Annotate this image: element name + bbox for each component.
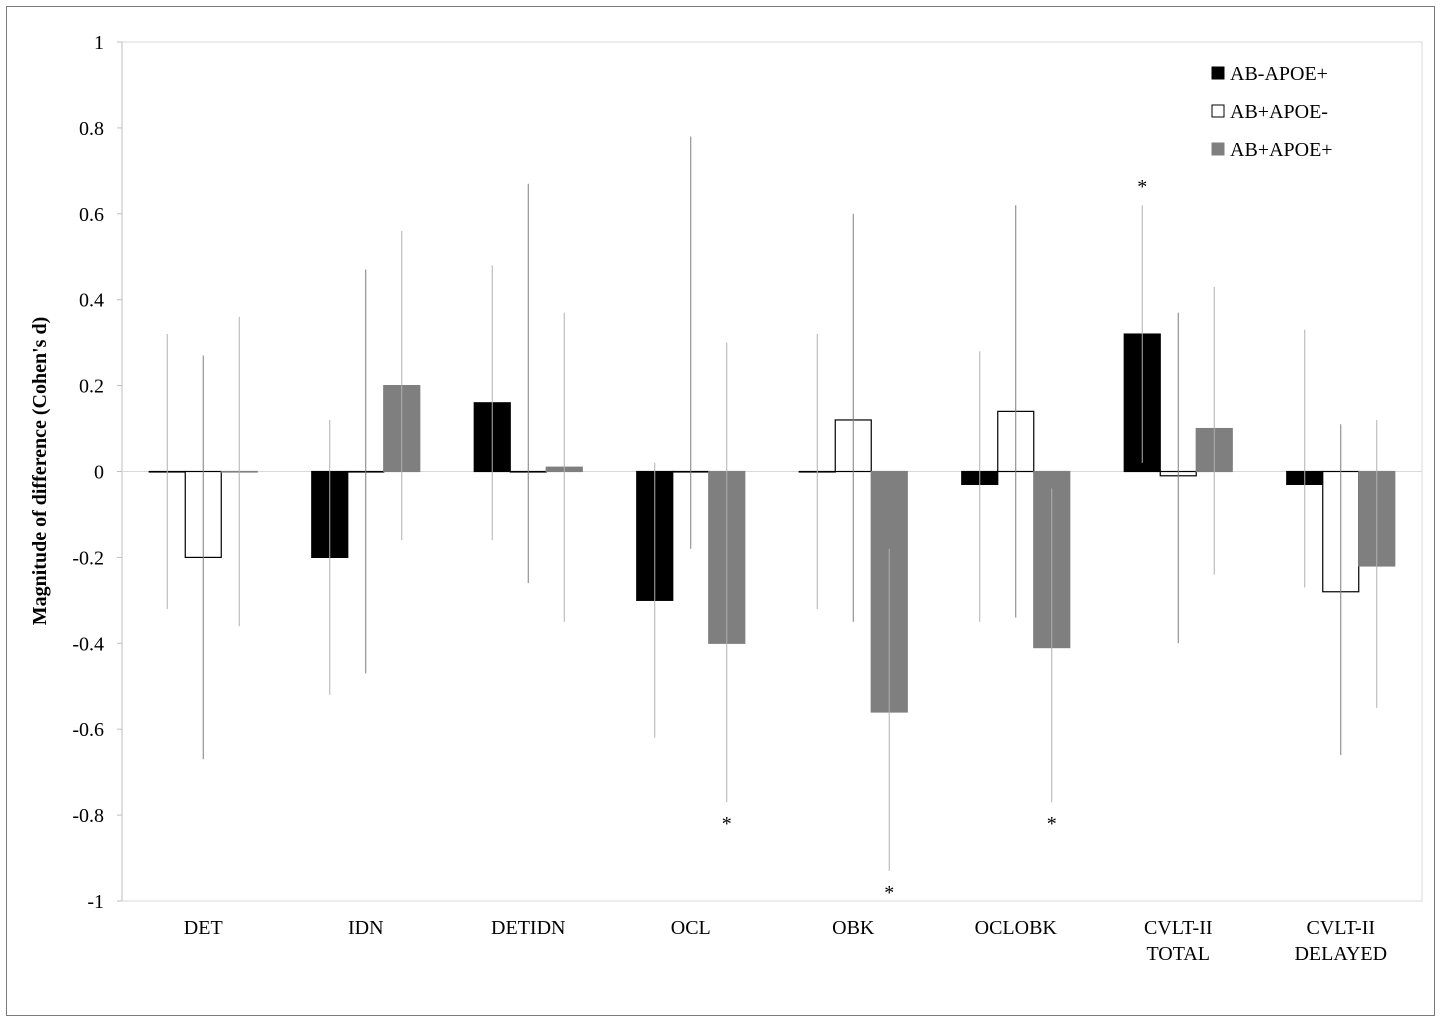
y-tick-label: 1 (94, 32, 104, 54)
y-tick-label: -0.4 (72, 633, 104, 655)
x-tick-label: OCLOBK (975, 917, 1058, 939)
bars-group (148, 333, 1396, 713)
significance-star: * (1137, 176, 1147, 198)
legend-swatch (1211, 66, 1225, 80)
significance-star: * (884, 882, 894, 904)
x-tick-label: IDN (348, 917, 384, 939)
significance-markers: * * * * (722, 176, 1148, 904)
y-tick-label: 0.4 (79, 290, 104, 312)
x-tick-label: DELAYED (1294, 943, 1387, 965)
y-axis-ticks: 1 0.8 0.6 0.4 0.2 0 -0.2 -0.4 -0.6 -0.8 -1 (72, 32, 122, 913)
error-bars-group (166, 136, 1378, 871)
x-axis-labels: DET IDN DETIDN OCL OBK OCLOBK CVLT-IITOTALCVLT… (184, 917, 1387, 965)
legend: AB-APOE+ AB+APOE- AB+APOE+ (1211, 63, 1333, 161)
legend-swatch (1211, 104, 1225, 118)
y-tick-label: 0.6 (79, 204, 104, 226)
y-tick-label: -1 (87, 891, 104, 913)
x-tick-label: OBK (832, 917, 875, 939)
significance-star: * (722, 813, 732, 835)
x-tick-label: DET (184, 917, 223, 939)
x-tick-label: OCL (671, 917, 711, 939)
y-tick-label: -0.8 (72, 805, 104, 827)
significance-star: * (1047, 813, 1057, 835)
y-tick-label: 0 (94, 462, 104, 484)
x-tick-label: CVLT-II (1306, 917, 1375, 939)
legend-swatch (1211, 142, 1225, 156)
x-tick-label: CVLT-II (1144, 917, 1213, 939)
y-tick-label: 0.2 (79, 376, 104, 398)
x-tick-label: DETIDN (491, 917, 565, 939)
legend-label: AB-APOE+ (1230, 63, 1328, 85)
y-axis-label: Magnitude of difference (Cohen's d) (29, 317, 51, 626)
y-tick-label: -0.6 (72, 719, 104, 741)
legend-label: AB+APOE+ (1230, 139, 1333, 161)
legend-label: AB+APOE- (1230, 101, 1328, 123)
x-tick-label: TOTAL (1146, 943, 1210, 965)
y-tick-label: -0.2 (72, 547, 104, 569)
y-tick-label: 0.8 (79, 118, 104, 140)
